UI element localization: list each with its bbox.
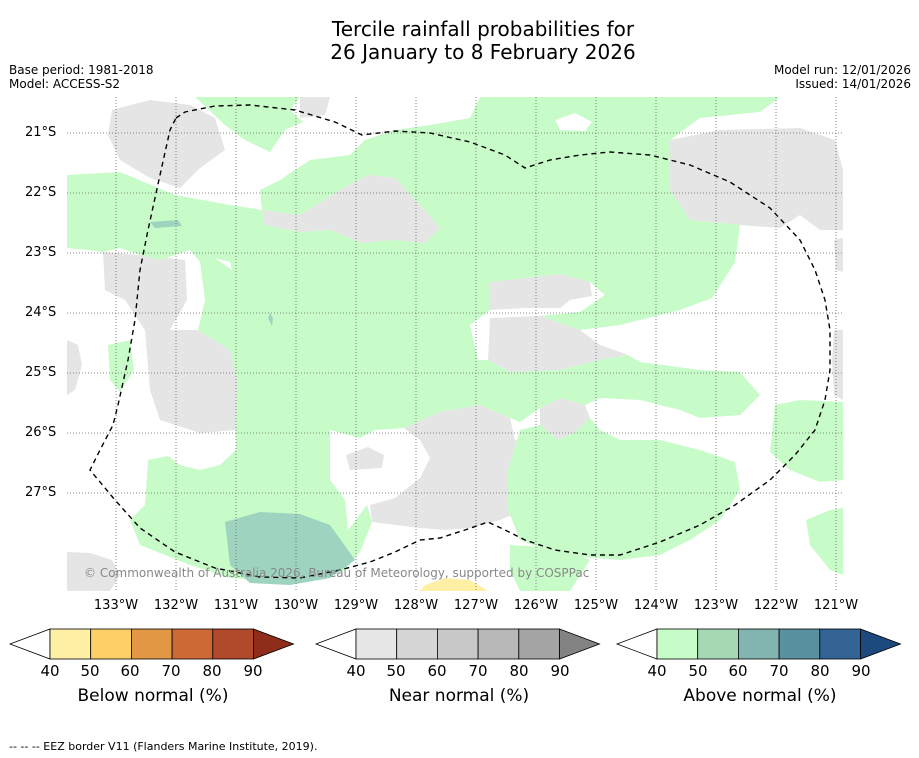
- near-colorbar-segment: [355, 628, 398, 660]
- meta-left: Base period: 1981-2018 Model: ACCESS-S2: [9, 63, 154, 91]
- near-normal-regions: [67, 97, 843, 591]
- below-colorbar-segment: [212, 628, 254, 660]
- lat-label-23: 23°S: [25, 245, 57, 260]
- cb-near-tick-90: 90: [550, 662, 570, 680]
- above-colorbar-over: [860, 628, 902, 660]
- below-colorbar-segment: [49, 628, 92, 660]
- lat-label-24: 24°S: [25, 305, 57, 320]
- below-colorbar-segment: [131, 628, 173, 660]
- near-colorbar-segment: [437, 628, 479, 660]
- below-colorbar-segment: [90, 628, 132, 660]
- lon-label-125: 125°W: [573, 598, 619, 613]
- eez-footer-note: -- -- -- EEZ border V11 (Flanders Marine…: [9, 740, 318, 753]
- lon-label-131: 131°W: [213, 598, 259, 613]
- above-normal-50-60: [150, 220, 355, 585]
- lat-label-25: 25°S: [25, 365, 57, 380]
- cb-near-tick-80: 80: [509, 662, 529, 680]
- lat-label-21: 21°S: [25, 125, 57, 140]
- lon-label-122: 122°W: [753, 598, 799, 613]
- lon-label-127: 127°W: [453, 598, 499, 613]
- lon-label-130: 130°W: [273, 598, 319, 613]
- above-colorbar-segment: [778, 628, 821, 660]
- cb-above-tick-70: 70: [769, 662, 789, 680]
- below-colorbar-segment: [171, 628, 214, 660]
- colorbar-above-title: Above normal (%): [683, 686, 837, 706]
- title-line-2: 26 January to 8 February 2026: [330, 40, 636, 64]
- cb-below-tick-90: 90: [243, 662, 263, 680]
- cb-below-tick-70: 70: [161, 662, 181, 680]
- above-colorbar-under: [615, 628, 658, 660]
- near-colorbar-segment: [518, 628, 560, 660]
- base-period: Base period: 1981-2018: [9, 63, 154, 77]
- graticule: [67, 97, 843, 591]
- cb-above-tick-40: 40: [647, 662, 667, 680]
- cb-above-tick-80: 80: [810, 662, 830, 680]
- below-colorbar-over: [253, 628, 295, 660]
- colorbar-above-normal: [615, 628, 902, 660]
- cb-above-tick-90: 90: [851, 662, 871, 680]
- lat-label-27: 27°S: [25, 485, 57, 500]
- above-normal-regions: [67, 97, 843, 591]
- meta-right: Model run: 12/01/2026 Issued: 14/01/2026: [774, 63, 911, 91]
- lat-label-22: 22°S: [25, 185, 57, 200]
- cb-above-tick-60: 60: [728, 662, 748, 680]
- lon-label-128: 128°W: [393, 598, 439, 613]
- lon-label-124: 124°W: [633, 598, 679, 613]
- lon-label-129: 129°W: [333, 598, 379, 613]
- colorbar-near-title: Near normal (%): [388, 686, 530, 706]
- lon-label-133: 133°W: [93, 598, 139, 613]
- colorbar-below-normal: [8, 628, 295, 660]
- lon-label-132: 132°W: [153, 598, 199, 613]
- above-colorbar-segment: [656, 628, 699, 660]
- colorbar-below-title: Below normal (%): [77, 686, 229, 706]
- near-colorbar-segment: [396, 628, 438, 660]
- cb-below-tick-40: 40: [40, 662, 60, 680]
- cb-below-tick-50: 50: [80, 662, 100, 680]
- lat-label-26: 26°S: [25, 425, 57, 440]
- near-colorbar-segment: [477, 628, 520, 660]
- lon-label-121: 121°W: [813, 598, 859, 613]
- title-line-1: Tercile rainfall probabilities for: [331, 17, 635, 41]
- above-colorbar-segment: [738, 628, 780, 660]
- colorbar-near-normal: [314, 628, 601, 660]
- cb-above-tick-50: 50: [688, 662, 708, 680]
- cb-below-tick-60: 60: [120, 662, 140, 680]
- cb-near-tick-60: 60: [427, 662, 447, 680]
- model-run: Model run: 12/01/2026: [773, 63, 911, 77]
- cb-near-tick-40: 40: [346, 662, 366, 680]
- above-colorbar-segment: [819, 628, 861, 660]
- copyright-notice: © Commonwealth of Australia 2026, Bureau…: [84, 566, 590, 580]
- map-title: Tercile rainfall probabilities for 26 Ja…: [0, 18, 919, 64]
- near-colorbar-under: [314, 628, 357, 660]
- cb-below-tick-80: 80: [202, 662, 222, 680]
- cb-near-tick-70: 70: [468, 662, 488, 680]
- model-name: Model: ACCESS-S2: [9, 77, 121, 91]
- cb-near-tick-50: 50: [386, 662, 406, 680]
- above-colorbar-segment: [697, 628, 739, 660]
- lon-label-123: 123°W: [693, 598, 739, 613]
- near-colorbar-over: [559, 628, 601, 660]
- lon-label-126: 126°W: [513, 598, 559, 613]
- issued-date: Issued: 14/01/2026: [795, 77, 911, 91]
- eez-border: [89, 104, 831, 579]
- below-colorbar-under: [8, 628, 51, 660]
- below-normal-region: [420, 578, 488, 591]
